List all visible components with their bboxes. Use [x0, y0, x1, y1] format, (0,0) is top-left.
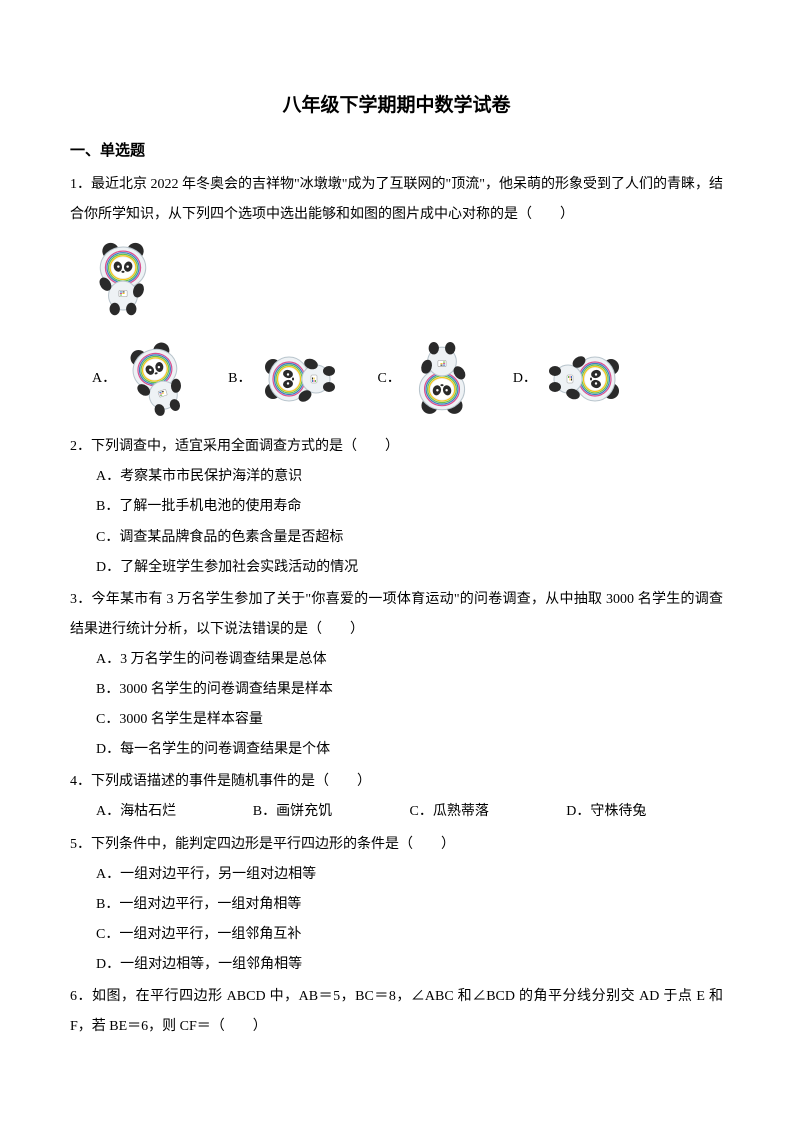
panda-a-icon [124, 340, 190, 418]
option-d: D．一组对边相等，一组邻角相等 [96, 950, 723, 980]
option-d: D．每一名学生的问卷调查结果是个体 [96, 735, 723, 765]
option-c: C．一组对边平行，一组邻角互补 [96, 920, 723, 950]
option-a: A．一组对边平行，另一组对边相等 [96, 860, 723, 890]
question-text: 6．如图，在平行四边形 ABCD 中，AB＝5，BC＝8，∠ABC 和∠BCD … [70, 982, 723, 1042]
option-d: D．了解全班学生参加社会实践活动的情况 [96, 553, 723, 583]
option-b: B． [228, 347, 339, 411]
options: A．考察某市市民保护海洋的意识 B．了解一批手机电池的使用寿命 C．调查某品牌食… [70, 462, 723, 582]
option-c: C．调查某品牌食品的色素含量是否超标 [96, 523, 723, 553]
question-text: 3．今年某市有 3 万名学生参加了关于"你喜爱的一项体育运动"的问卷调查，从中抽… [70, 585, 723, 645]
option-b: B．画饼充饥 [253, 797, 410, 827]
option-b: B．3000 名学生的问卷调查结果是样本 [96, 675, 723, 705]
option-label: A． [92, 364, 116, 394]
options: A．3 万名学生的问卷调查结果是总体 B．3000 名学生的问卷调查结果是样本 … [70, 645, 723, 765]
question-4: 4．下列成语描述的事件是随机事件的是（ ） A．海枯石烂 B．画饼充饥 C．瓜熟… [70, 767, 723, 827]
option-b: B．了解一批手机电池的使用寿命 [96, 492, 723, 522]
option-d: D． [513, 347, 625, 411]
option-a: A． [92, 340, 190, 418]
options: A．一组对边平行，另一组对边相等 B．一组对边平行，一组对角相等 C．一组对边平… [70, 860, 723, 980]
question-text: 1．最近北京 2022 年冬奥会的吉祥物"冰墩墩"成为了互联网的"顶流"，他呆萌… [70, 170, 723, 230]
options: A．海枯石烂 B．画饼充饥 C．瓜熟蒂落 D．守株待兔 [70, 797, 723, 827]
section-header: 一、单选题 [70, 139, 723, 160]
question-1: 1．最近北京 2022 年冬奥会的吉祥物"冰墩墩"成为了互联网的"顶流"，他呆萌… [70, 170, 723, 418]
question-text: 5．下列条件中，能判定四边形是平行四边形的条件是（ ） [70, 830, 723, 860]
option-b: B．一组对边平行，一组对角相等 [96, 890, 723, 920]
option-label: D． [513, 364, 537, 394]
panda-main-icon [92, 238, 154, 318]
option-a: A．考察某市市民保护海洋的意识 [96, 462, 723, 492]
question-6: 6．如图，在平行四边形 ABCD 中，AB＝5，BC＝8，∠ABC 和∠BCD … [70, 982, 723, 1042]
option-c: C．3000 名学生是样本容量 [96, 705, 723, 735]
question-text: 2．下列调查中，适宜采用全面调查方式的是（ ） [70, 432, 723, 462]
panda-c-icon [409, 340, 475, 418]
option-c: C． [377, 340, 474, 418]
option-d: D．守株待兔 [566, 797, 723, 827]
question-5: 5．下列条件中，能判定四边形是平行四边形的条件是（ ） A．一组对边平行，另一组… [70, 830, 723, 980]
option-a: A．3 万名学生的问卷调查结果是总体 [96, 645, 723, 675]
question-3: 3．今年某市有 3 万名学生参加了关于"你喜爱的一项体育运动"的问卷调查，从中抽… [70, 585, 723, 766]
question-2: 2．下列调查中，适宜采用全面调查方式的是（ ） A．考察某市市民保护海洋的意识 … [70, 432, 723, 582]
panda-b-icon [259, 347, 339, 411]
option-a: A．海枯石烂 [96, 797, 253, 827]
question-image [92, 238, 723, 330]
panda-d-icon [545, 347, 625, 411]
option-label: B． [228, 364, 251, 394]
option-label: C． [377, 364, 400, 394]
page-title: 八年级下学期期中数学试卷 [70, 90, 723, 117]
question-text: 4．下列成语描述的事件是随机事件的是（ ） [70, 767, 723, 797]
option-c: C．瓜熟蒂落 [410, 797, 567, 827]
image-options: A． B． C． D． [70, 340, 723, 418]
